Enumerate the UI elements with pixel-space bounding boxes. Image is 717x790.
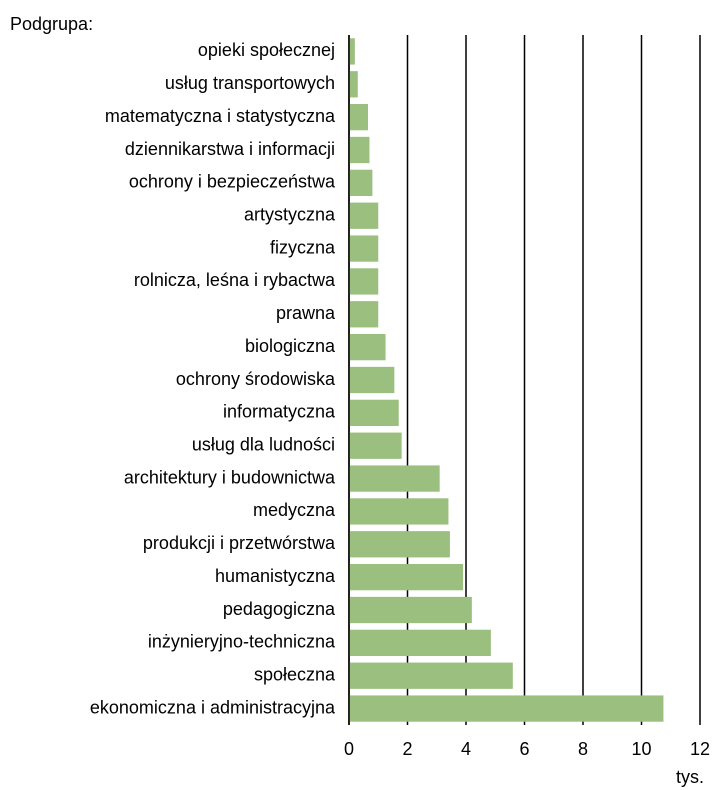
y-tick-label: usług dla ludności [192, 434, 335, 454]
y-tick-label: humanistyczna [215, 566, 336, 586]
bar [349, 629, 491, 656]
y-tick-label: ochrony i bezpieczeństwa [129, 172, 336, 192]
y-tick-label: artystyczna [244, 204, 336, 224]
x-tick-label: 4 [461, 739, 471, 759]
y-tick-label: informatyczna [223, 402, 336, 422]
bar [349, 432, 402, 459]
y-tick-label: produkcji i przetwórstwa [143, 533, 336, 553]
x-tick-label: 2 [402, 739, 412, 759]
y-tick-label: prawna [276, 303, 336, 323]
bar [349, 71, 358, 98]
y-tick-label: opieki społecznej [198, 40, 335, 60]
bar [349, 498, 449, 525]
bar [349, 334, 386, 361]
bar [349, 169, 373, 196]
y-tick-label: usług transportowych [165, 73, 335, 93]
bar [349, 268, 379, 295]
bar [349, 235, 379, 262]
x-tick-label: 10 [631, 739, 651, 759]
bar [349, 596, 472, 624]
bar [349, 399, 399, 426]
y-tick-label: ochrony środowiska [176, 369, 336, 389]
y-tick-label: architektury i budownictwa [124, 467, 336, 487]
bar [349, 136, 370, 164]
y-tick-label: inżynieryjno-techniczna [148, 632, 336, 652]
y-tick-label: ekonomiczna i administracyjna [90, 697, 336, 717]
bar [349, 38, 355, 65]
x-tick-label: 6 [519, 739, 529, 759]
bar [349, 465, 440, 492]
bar [349, 531, 450, 558]
y-tick-label: społeczna [254, 664, 336, 684]
bar [349, 662, 513, 689]
y-axis-title: Podgrupa: [10, 14, 93, 34]
bar [349, 104, 369, 131]
y-tick-label: medyczna [253, 500, 336, 520]
y-tick-label: rolnicza, leśna i rybactwa [134, 270, 336, 290]
x-tick-label: 8 [578, 739, 588, 759]
x-tick-label: 12 [690, 739, 710, 759]
y-tick-label: pedagogiczna [223, 599, 336, 619]
bar [349, 695, 664, 722]
bar [349, 202, 379, 229]
x-axis-title: tys. [676, 767, 704, 787]
y-tick-label: dziennikarstwa i informacji [125, 139, 335, 159]
y-tick-label: matematyczna i statystyczna [105, 106, 336, 126]
y-tick-label: fizyczna [270, 237, 336, 257]
bar [349, 366, 395, 394]
bar [349, 301, 379, 328]
bar [349, 564, 464, 591]
x-tick-label: 0 [344, 739, 354, 759]
y-tick-label: biologiczna [245, 336, 336, 356]
